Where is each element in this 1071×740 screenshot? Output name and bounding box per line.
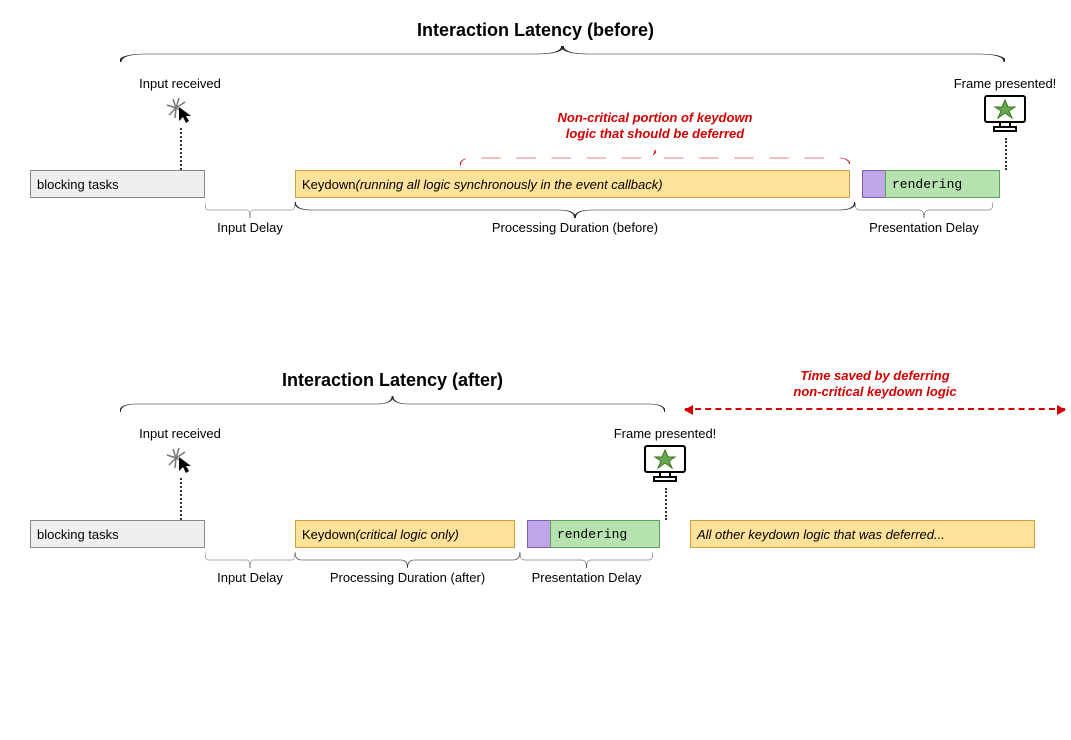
before-frame-dotted-line [1005, 138, 1007, 170]
after-title-text: Interaction Latency (after) [282, 370, 503, 390]
keydown-italic: (running all logic synchronously in the … [355, 177, 662, 192]
input-received-label: Input received [130, 426, 230, 441]
input-received-label: Input received [130, 76, 230, 91]
gap [205, 520, 295, 548]
gap [205, 170, 295, 198]
frame-presented-label: Frame presented! [605, 426, 725, 441]
gap [515, 520, 527, 548]
before-deferred-note: Non-critical portion of keydown logic th… [535, 110, 775, 143]
presentation-label: Presentation Delay [855, 220, 993, 235]
processing-label: Processing Duration (after) [295, 570, 520, 585]
click-burst-icon [163, 93, 197, 123]
keydown-prefix: Keydown [302, 177, 355, 192]
keydown-prefix: Keydown [302, 527, 355, 542]
input-delay-label: Input Delay [205, 220, 295, 235]
before-title: Interaction Latency (before) [30, 20, 1041, 41]
gap [660, 520, 690, 548]
after-blocking-label: blocking tasks [37, 527, 119, 542]
before-timeline: blocking tasks Keydown (running all logi… [30, 170, 1000, 198]
brace-container: Presentation Delay [520, 552, 653, 585]
before-section: Interaction Latency (before) Input recei… [30, 20, 1041, 290]
saved-note-line2: non-critical keydown logic [793, 384, 956, 399]
after-frame-dotted-line [665, 488, 667, 520]
before-keydown-block: Keydown (running all logic synchronously… [295, 170, 850, 198]
after-render-block: rendering [550, 520, 660, 548]
deferred-note-line2: logic that should be deferred [566, 126, 744, 141]
keydown-italic: (critical logic only) [355, 527, 458, 542]
after-input-received: Input received [130, 426, 230, 473]
after-input-dotted-line [180, 478, 182, 520]
click-burst-icon [163, 443, 197, 473]
brace [295, 202, 855, 218]
before-top-brace [120, 46, 1005, 62]
gap [850, 170, 862, 198]
monitor-star-icon [982, 93, 1028, 133]
after-title: Interaction Latency (after) [120, 370, 665, 391]
after-blocking-block: blocking tasks [30, 520, 205, 548]
before-render-block: rendering [885, 170, 1000, 198]
brace-container: Input Delay [205, 202, 295, 235]
brace-container: Input Delay [205, 552, 295, 585]
brace-container: Processing Duration (after) [295, 552, 520, 585]
saved-note-line1: Time saved by deferring [800, 368, 949, 383]
input-delay-label: Input Delay [205, 570, 295, 585]
frame-presented-label: Frame presented! [945, 76, 1065, 91]
after-timeline: blocking tasks Keydown (critical logic o… [30, 520, 1035, 548]
processing-label: Processing Duration (before) [295, 220, 855, 235]
brace-container: Processing Duration (before) [295, 202, 855, 235]
brace [520, 552, 653, 568]
before-frame-presented: Frame presented! [945, 76, 1065, 133]
brace [205, 202, 295, 218]
before-bottom-braces: Input Delay Processing Duration (before)… [30, 202, 1041, 235]
render-label: rendering [892, 177, 962, 192]
render-label: rendering [557, 527, 627, 542]
before-red-brace [460, 150, 850, 166]
before-blocking-label: blocking tasks [37, 177, 119, 192]
brace-container: Presentation Delay [855, 202, 993, 235]
brace [295, 552, 520, 568]
time-saved-arrow [685, 408, 1065, 410]
deferred-note-line1: Non-critical portion of keydown [557, 110, 752, 125]
before-input-received: Input received [130, 76, 230, 123]
presentation-label: Presentation Delay [520, 570, 653, 585]
before-blocking-block: blocking tasks [30, 170, 205, 198]
after-keydown-block: Keydown (critical logic only) [295, 520, 515, 548]
deferred-label: All other keydown logic that was deferre… [697, 527, 945, 542]
after-section: Interaction Latency (after) Time saved b… [30, 370, 1041, 640]
after-top-brace [120, 396, 665, 412]
brace [205, 552, 295, 568]
after-saved-note: Time saved by deferring non-critical key… [765, 368, 985, 401]
after-bottom-braces: Input Delay Processing Duration (after) … [30, 552, 1041, 585]
brace [855, 202, 993, 218]
after-deferred-block: All other keydown logic that was deferre… [690, 520, 1035, 548]
after-frame-presented: Frame presented! [605, 426, 725, 483]
before-input-dotted-line [180, 128, 182, 170]
monitor-star-icon [642, 443, 688, 483]
